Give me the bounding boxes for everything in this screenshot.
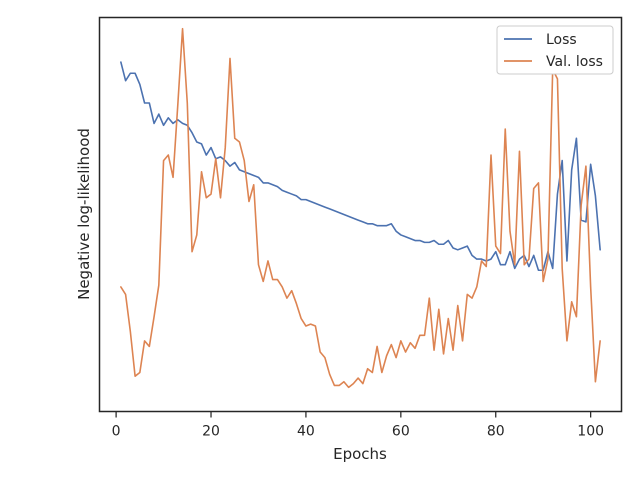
- series-line-val-loss: [120, 27, 601, 389]
- x-tick-label: 0: [112, 424, 121, 440]
- x-tick-label: 80: [487, 424, 505, 440]
- series-layer: [120, 27, 601, 389]
- x-tick-label: 40: [297, 424, 315, 440]
- x-tick-label: 60: [392, 424, 410, 440]
- series-line-loss: [120, 61, 601, 272]
- legend-box: [496, 25, 614, 75]
- x-axis-label: Epochs: [333, 445, 387, 463]
- legend-label: Loss: [546, 32, 577, 48]
- plot-area: [98, 16, 623, 413]
- legend: Loss Val. loss: [496, 25, 614, 75]
- x-tick-label: 20: [202, 424, 220, 440]
- x-tick-label: 100: [577, 424, 604, 440]
- axes-frame: [98, 16, 623, 413]
- x-axis: 0 20 40 60 80 100: [112, 411, 604, 440]
- y-axis-label: Negative log-likelihood: [75, 128, 93, 300]
- legend-label: Val. loss: [546, 54, 603, 70]
